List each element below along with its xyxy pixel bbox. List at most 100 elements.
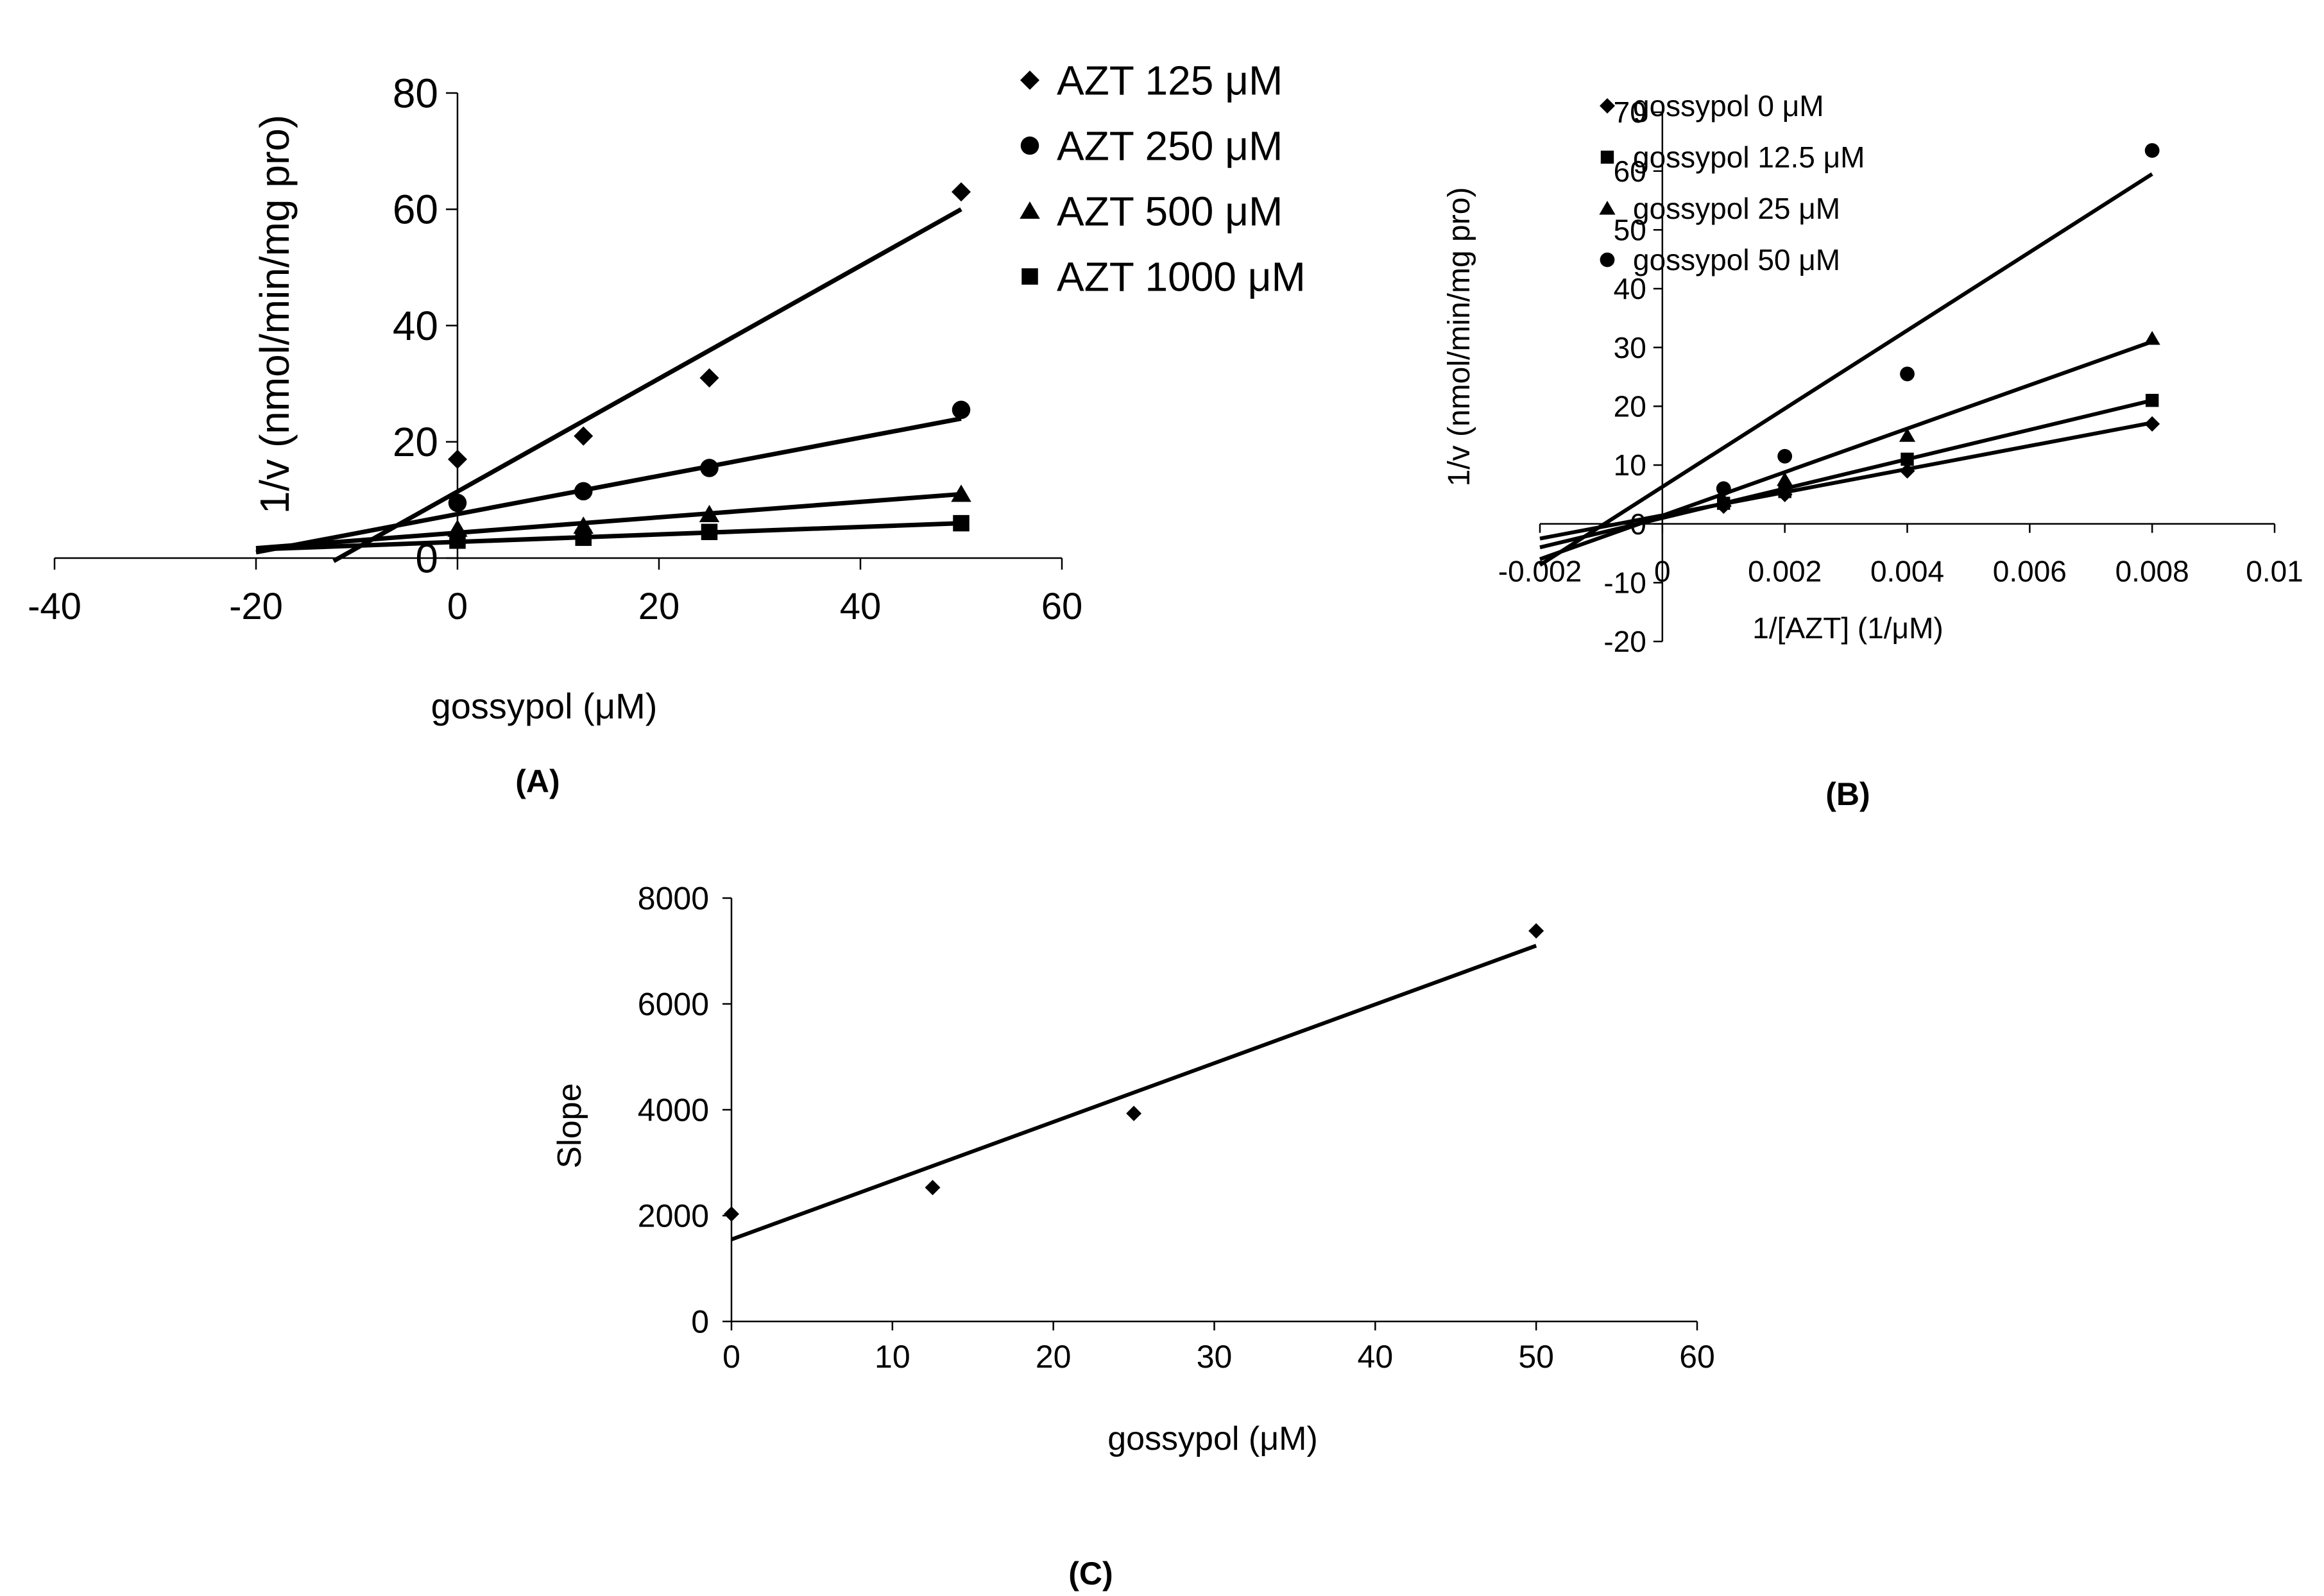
data-point-series-4 <box>575 529 592 547</box>
y-tick-label: -10 <box>1603 566 1646 599</box>
y-tick-label: 60 <box>1614 155 1646 188</box>
panel-b-plot: -0.00200.0020.0040.0060.0080.01-20-10010… <box>1498 89 2303 658</box>
data-point-series-3 <box>1899 428 1916 442</box>
y-tick-label: 2000 <box>638 1198 709 1234</box>
panel-a-ylabel: 1/v (nmol/min/mg pro) <box>252 115 298 514</box>
y-tick-label: 20 <box>393 419 438 465</box>
y-tick-label: 40 <box>393 303 438 349</box>
legend-marker-3 <box>1599 201 1616 215</box>
data-point-series-1 <box>2144 416 2160 432</box>
x-tick-label: 40 <box>840 586 882 627</box>
fit-line-series-2 <box>255 416 962 555</box>
x-tick-label: 60 <box>1041 586 1083 627</box>
data-point-series-2 <box>1778 485 1791 498</box>
panel-c-label: (C) <box>1068 1556 1113 1592</box>
data-point-series-2 <box>2145 393 2159 407</box>
data-point-series-4 <box>953 514 970 532</box>
panel-c-ylabel: Slope <box>551 1083 588 1169</box>
legend-marker-2 <box>1600 150 1614 164</box>
y-tick-label: 20 <box>1614 389 1646 423</box>
panel-a: (A) gossypol (μM) 1/v (nmol/min/mg pro) … <box>28 57 1306 799</box>
fit-line-series-3 <box>255 491 962 551</box>
x-tick-label: -20 <box>229 586 283 627</box>
legend-marker-1 <box>1020 71 1039 90</box>
x-tick-label: 0.006 <box>1993 555 2067 588</box>
x-tick-label: -0.002 <box>1498 555 1582 588</box>
y-tick-label: 80 <box>393 70 438 116</box>
data-point-series-3 <box>447 519 468 537</box>
fit-line-series-1 <box>332 207 962 563</box>
legend-label-1: gossypol 0 μM <box>1633 89 1824 123</box>
y-tick-label: 4000 <box>638 1092 709 1128</box>
data-point-series-2 <box>1901 452 1914 466</box>
y-tick-label: 8000 <box>638 881 709 917</box>
y-tick-label: 6000 <box>638 987 709 1023</box>
data-point-series-1 <box>1528 923 1544 939</box>
y-tick-label: 50 <box>1614 213 1646 246</box>
x-tick-label: 0 <box>722 1339 740 1375</box>
fit-line-series-1 <box>1539 421 2153 541</box>
legend-label-1: AZT 125 μM <box>1057 57 1283 103</box>
fit-line-series-3 <box>1539 339 2153 561</box>
x-tick-label: 20 <box>1036 1339 1072 1375</box>
x-tick-label: 50 <box>1518 1339 1554 1375</box>
data-point-series-3 <box>951 484 971 502</box>
fit-line-series-4 <box>1539 172 2153 567</box>
y-tick-label: 70 <box>1614 96 1646 129</box>
y-tick-label: 10 <box>1614 448 1646 482</box>
panel-b-label: (B) <box>1825 776 1870 812</box>
y-tick-label: 0 <box>691 1304 709 1340</box>
panel-c-xlabel: gossypol (μM) <box>1107 1420 1318 1457</box>
data-point-series-1 <box>448 449 467 469</box>
data-point-series-4 <box>1716 481 1731 497</box>
y-tick-label: 60 <box>393 187 438 233</box>
x-tick-label: 0.004 <box>1870 555 1944 588</box>
data-point-series-1 <box>724 1206 739 1222</box>
data-point-series-2 <box>700 459 719 477</box>
data-point-series-3 <box>699 505 720 523</box>
panel-a-xlabel: gossypol (μM) <box>431 686 658 726</box>
data-point-series-4 <box>1900 366 1915 382</box>
x-tick-label: 0.008 <box>2115 555 2189 588</box>
legend-marker-1 <box>1600 98 1615 114</box>
legend-label-2: AZT 250 μM <box>1057 123 1283 169</box>
x-tick-label: 0.01 <box>2246 555 2303 588</box>
y-tick-label: 30 <box>1614 331 1646 364</box>
data-point-series-3 <box>1777 471 1793 486</box>
panel-b-xlabel: 1/[AZT] (1/μM) <box>1752 611 1943 645</box>
data-point-series-1 <box>925 1180 941 1196</box>
legend-label-3: gossypol 25 μM <box>1633 192 1840 225</box>
fit-line-series-4 <box>255 521 962 552</box>
x-tick-label: 60 <box>1679 1339 1715 1375</box>
data-point-series-1 <box>1126 1105 1142 1121</box>
legend-marker-3 <box>1020 201 1040 219</box>
legend-label-4: gossypol 50 μM <box>1633 243 1840 276</box>
x-tick-label: 0 <box>447 586 468 627</box>
x-tick-label: 0.002 <box>1748 555 1822 588</box>
data-point-series-3 <box>1715 493 1732 507</box>
data-point-series-1 <box>699 368 719 388</box>
panel-b-ylabel: 1/v (nmol/min/mg pro) <box>1442 187 1476 487</box>
legend-marker-4 <box>1600 252 1615 267</box>
data-point-series-1 <box>1899 463 1915 479</box>
y-tick-label: -20 <box>1603 625 1646 658</box>
data-point-series-1 <box>952 182 971 202</box>
x-tick-label: 10 <box>875 1339 910 1375</box>
x-tick-label: 20 <box>638 586 680 627</box>
data-point-series-1 <box>574 426 594 446</box>
legend-label-2: gossypol 12.5 μM <box>1633 140 1865 174</box>
data-point-series-3 <box>2144 330 2160 345</box>
legend-marker-4 <box>1021 268 1038 285</box>
data-point-series-4 <box>1777 448 1793 464</box>
data-point-series-4 <box>701 523 718 540</box>
data-point-series-4 <box>449 532 466 549</box>
legend-label-4: AZT 1000 μM <box>1057 253 1306 300</box>
x-tick-label: -40 <box>28 586 81 627</box>
fit-line-series-1 <box>730 944 1537 1241</box>
y-tick-label: 40 <box>1614 272 1646 305</box>
x-tick-label: 30 <box>1197 1339 1233 1375</box>
panel-c-plot: 0 10 20 30 40 50 60 0 2000 4000 6000 8000 <box>638 881 1715 1375</box>
panel-a-label: (A) <box>515 763 560 799</box>
